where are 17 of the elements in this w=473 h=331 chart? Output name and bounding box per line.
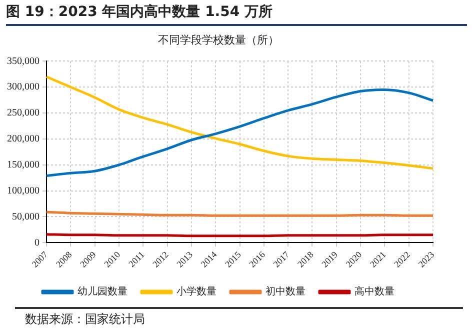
legend-label: 初中数量 <box>266 286 306 298</box>
y-tick-label: 200,000 <box>7 134 40 145</box>
chart-title: 图 19：2023 年国内高中数量 1.54 万所 <box>6 0 467 26</box>
y-tick-label: 0 <box>34 237 40 248</box>
source-note: 数据来源：国家统计局 <box>15 307 463 329</box>
legend-label: 小学数量 <box>176 286 216 298</box>
y-tick-label: 250,000 <box>7 108 40 119</box>
y-tick-label: 50,000 <box>12 211 40 222</box>
line-series <box>45 76 434 170</box>
chart-subtitle: 不同学段学校数量（所） <box>158 33 279 46</box>
y-tick-label: 350,000 <box>7 56 40 67</box>
y-tick-label: 300,000 <box>7 82 40 93</box>
legend-label: 高中数量 <box>354 286 394 298</box>
legend-label: 幼儿园数量 <box>78 286 128 298</box>
y-tick-label: 100,000 <box>7 185 40 196</box>
y-tick-label: 150,000 <box>7 160 40 170</box>
line-series <box>45 88 434 178</box>
